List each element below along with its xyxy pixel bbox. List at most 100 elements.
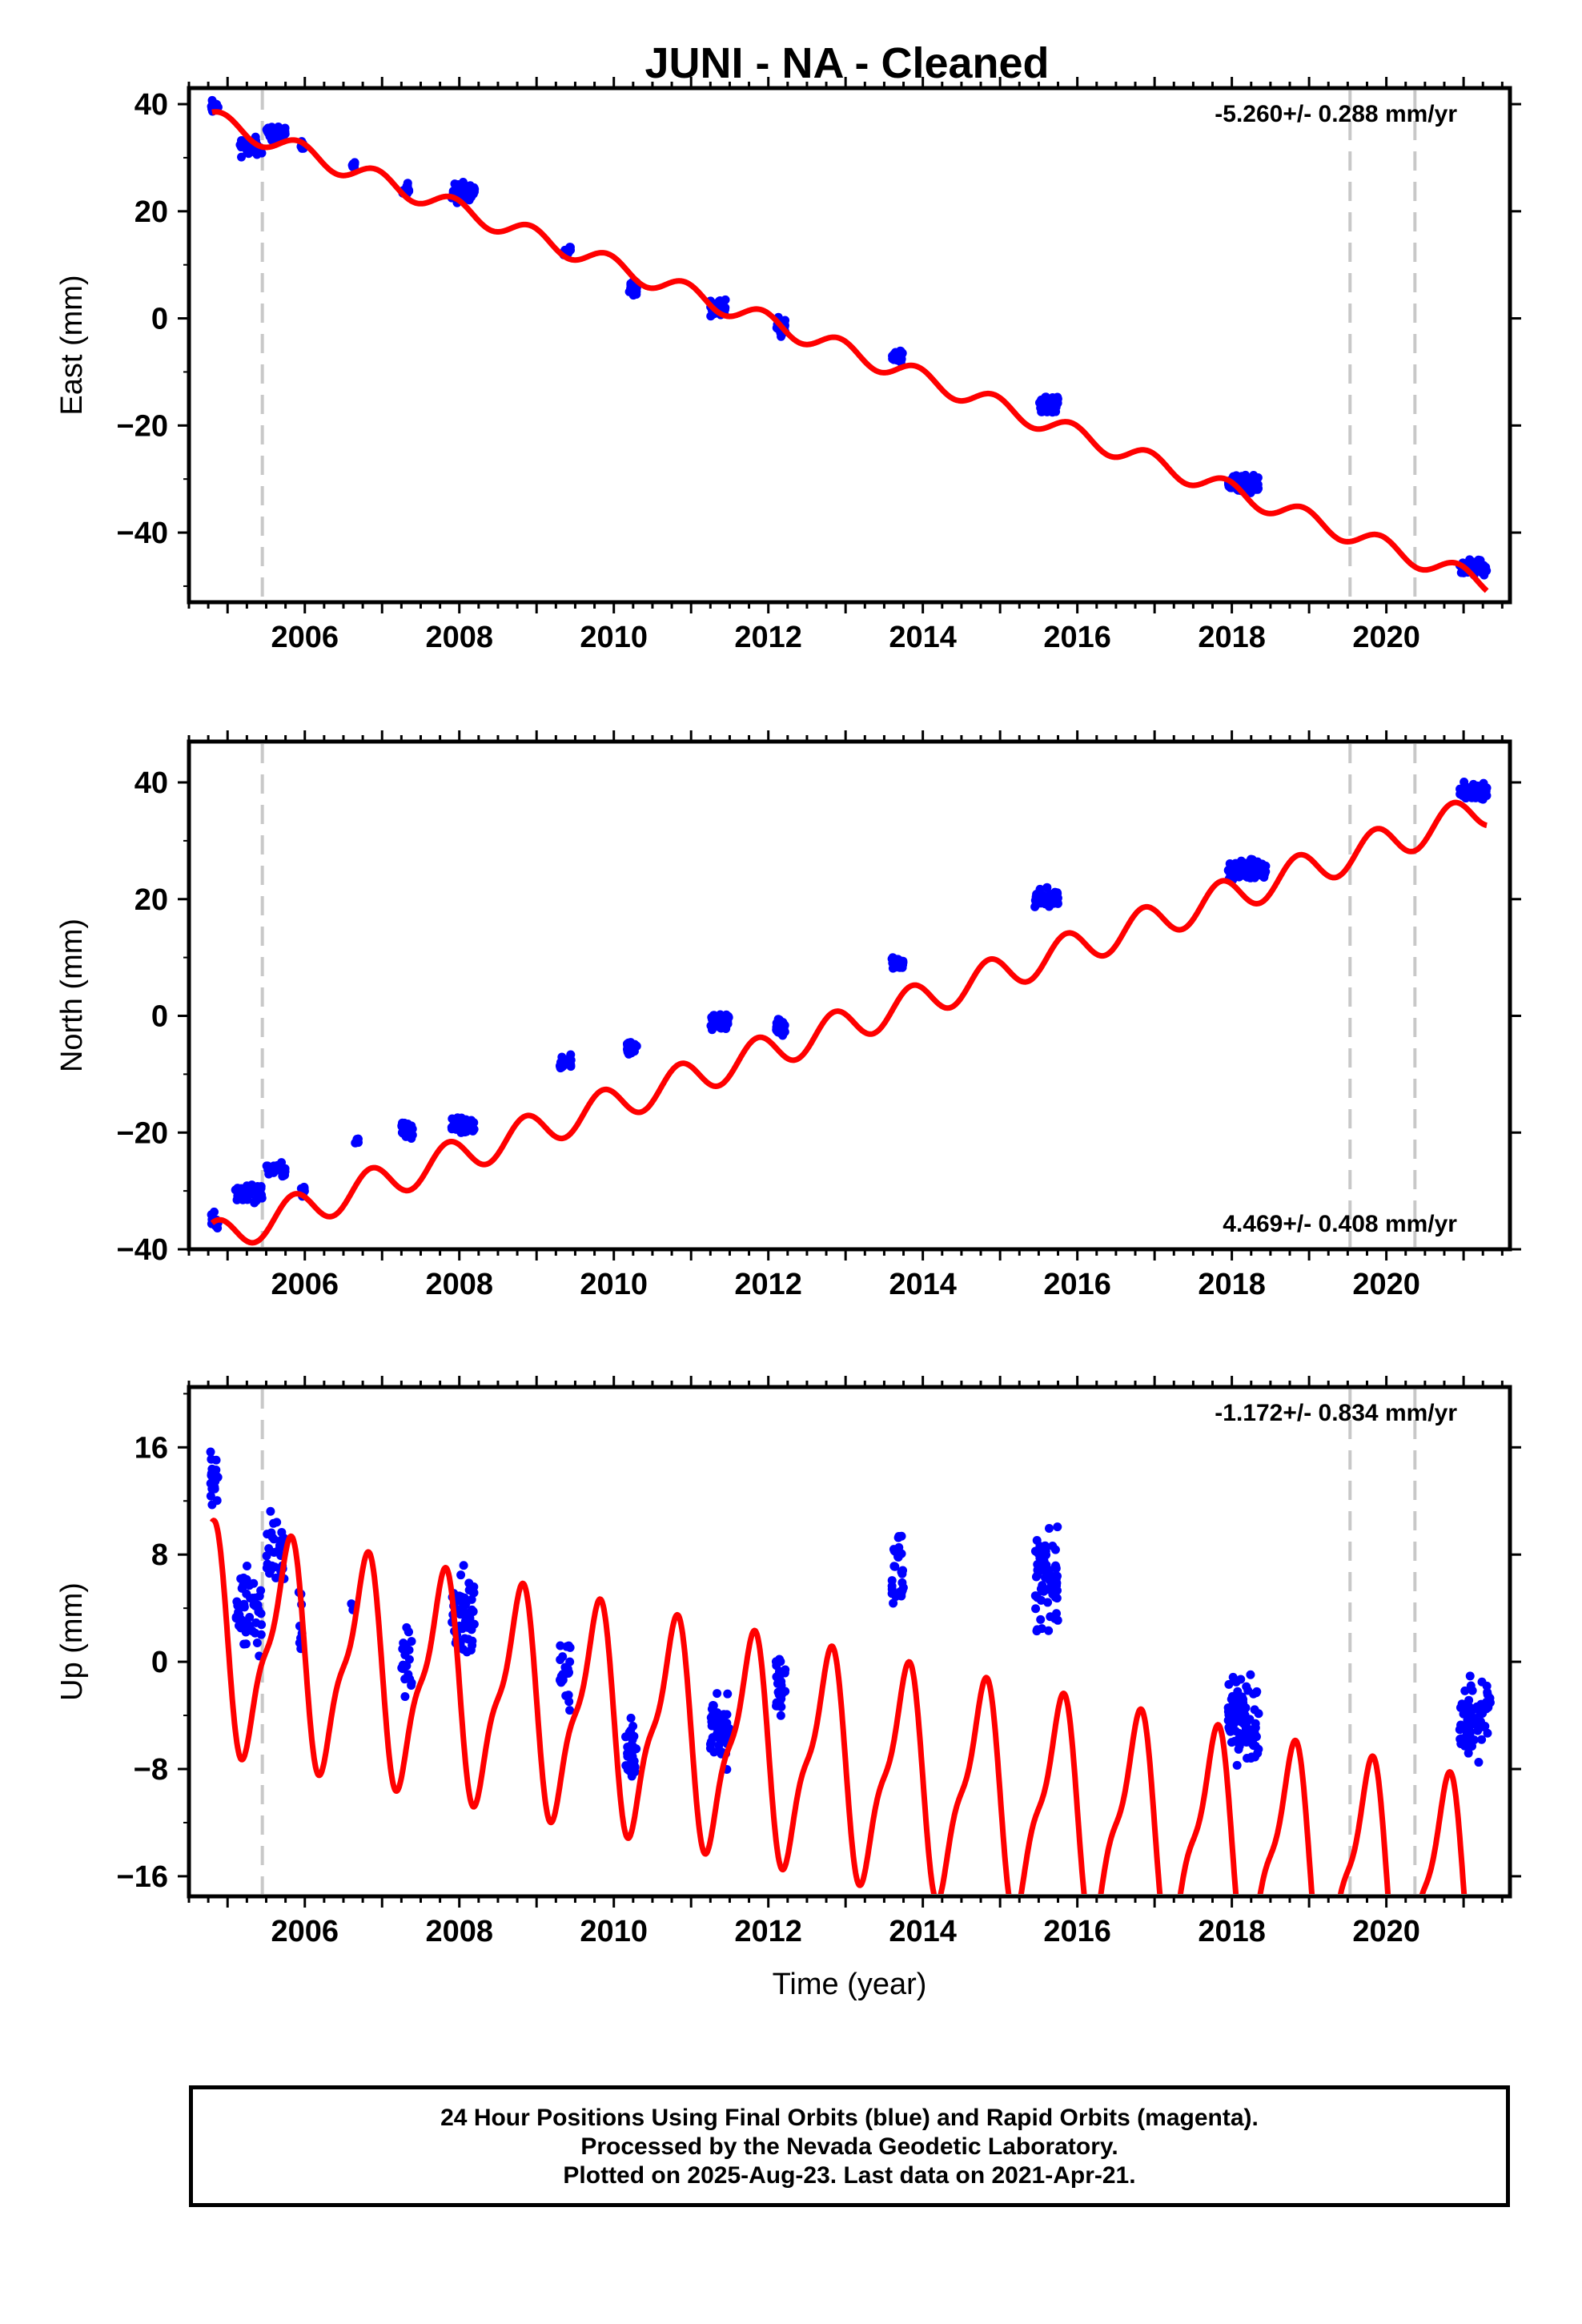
- observation-point: [887, 1576, 897, 1586]
- observation-point: [211, 1455, 221, 1465]
- observation-point: [1236, 856, 1246, 866]
- observation-point: [1239, 863, 1248, 873]
- observation-point: [707, 1012, 717, 1022]
- observation-point: [1036, 1614, 1046, 1624]
- x-tick-label: 2018: [1198, 1915, 1266, 1948]
- model-curve: [210, 109, 1489, 593]
- observation-point: [206, 1447, 215, 1457]
- y-tick-label: 8: [151, 1538, 168, 1572]
- observation-point: [399, 1663, 408, 1673]
- observation-point: [556, 1655, 565, 1664]
- observation-point: [1232, 1691, 1242, 1701]
- observation-point: [1238, 1735, 1247, 1744]
- observation-point: [1032, 1536, 1042, 1546]
- observation-point: [1465, 1731, 1475, 1741]
- observation-point: [1251, 1752, 1260, 1762]
- observation-point: [467, 1605, 476, 1614]
- x-tick-label: 2020: [1352, 1268, 1420, 1301]
- observation-point: [269, 1518, 279, 1528]
- x-tick-label: 2012: [734, 1915, 802, 1948]
- observation-point: [233, 1601, 243, 1610]
- observation-point: [452, 186, 462, 195]
- observation-point: [1227, 1738, 1236, 1747]
- observation-point: [211, 1477, 220, 1486]
- observation-point: [709, 1747, 719, 1757]
- observation-point: [262, 125, 271, 135]
- x-tick-label: 2014: [889, 1268, 957, 1301]
- observation-point: [1476, 1717, 1485, 1727]
- observation-point: [1251, 485, 1261, 494]
- observation-point: [1231, 869, 1240, 879]
- y-tick-label: 40: [135, 766, 168, 800]
- panel-3: 2006 2008 2010 2012 2014 2016 2018 2020 16 8 0 −8 −1…: [55, 1376, 1521, 2001]
- observation-point: [1468, 1719, 1477, 1729]
- observation-point: [248, 1594, 258, 1603]
- observation-point: [468, 189, 478, 199]
- observation-point: [776, 1711, 785, 1720]
- observation-point: [266, 1506, 275, 1516]
- observation-point: [1468, 1686, 1477, 1695]
- y-tick-label: −40: [117, 517, 168, 550]
- observation-point: [566, 1050, 576, 1059]
- rate-label: -5.260+/- 0.288 mm/yr: [1215, 101, 1457, 127]
- y-axis-label: North (mm): [55, 919, 89, 1072]
- y-tick-label: 20: [135, 195, 168, 229]
- observation-point: [896, 956, 905, 966]
- y-tick-label: 0: [151, 1000, 168, 1034]
- chart-title: JUNI - NA - Cleaned: [644, 39, 1049, 87]
- observation-point: [778, 1031, 788, 1040]
- x-tick-label: 2014: [889, 1915, 957, 1948]
- y-axis-label: Up (mm): [55, 1582, 89, 1701]
- observation-point: [1052, 1581, 1062, 1590]
- observation-point: [1228, 1672, 1238, 1682]
- observation-point: [628, 1735, 637, 1744]
- y-tick-label: 40: [135, 88, 168, 122]
- observation-point: [1247, 1739, 1257, 1748]
- observation-point: [1456, 1735, 1465, 1744]
- observation-point: [397, 1121, 407, 1131]
- observation-point: [560, 1669, 570, 1679]
- observation-point: [776, 1687, 785, 1696]
- observation-point: [264, 1544, 274, 1554]
- x-tick-label: 2008: [425, 1268, 493, 1301]
- observation-point: [460, 1634, 469, 1643]
- observation-point: [1031, 1604, 1041, 1614]
- x-tick-label: 2016: [1043, 1268, 1111, 1301]
- observation-point: [1474, 1758, 1484, 1767]
- observation-point: [628, 1742, 637, 1751]
- observation-point: [267, 1561, 277, 1570]
- observation-point: [889, 1598, 898, 1608]
- y-tick-label: 0: [151, 303, 168, 336]
- observation-point: [1052, 1609, 1062, 1618]
- x-axis-label: Time (year): [773, 1968, 927, 2001]
- observation-point: [468, 1587, 477, 1597]
- observation-point: [1051, 402, 1061, 412]
- observation-point: [1482, 1681, 1492, 1691]
- y-tick-label: 0: [151, 1646, 168, 1679]
- observation-point: [708, 1733, 717, 1743]
- observation-point: [262, 1551, 271, 1561]
- x-tick-label: 2008: [425, 1915, 493, 1948]
- footer-line-3: Plotted on 2025-Aug-23. Last data on 202…: [563, 2162, 1136, 2189]
- observation-point: [269, 1161, 279, 1171]
- observation-point: [774, 1669, 784, 1679]
- x-tick-label: 2010: [580, 621, 648, 654]
- observation-point: [456, 1570, 466, 1580]
- observation-point: [705, 1739, 715, 1749]
- plot-frame: [187, 739, 1512, 1252]
- observation-point: [269, 1534, 279, 1544]
- observation-point: [1462, 1703, 1472, 1713]
- observation-point: [400, 1650, 410, 1659]
- observation-point: [716, 1747, 725, 1756]
- observation-point: [256, 1192, 266, 1202]
- observation-point: [212, 1496, 222, 1506]
- observation-point: [1031, 1572, 1041, 1582]
- observation-point: [715, 1734, 725, 1743]
- observation-point: [234, 1607, 243, 1617]
- observation-point: [1053, 1522, 1062, 1532]
- observation-point: [1253, 473, 1263, 483]
- observation-point: [1240, 1715, 1250, 1725]
- model-curve: [210, 799, 1489, 1246]
- observation-point: [1460, 1686, 1470, 1695]
- observation-point: [1251, 1688, 1261, 1698]
